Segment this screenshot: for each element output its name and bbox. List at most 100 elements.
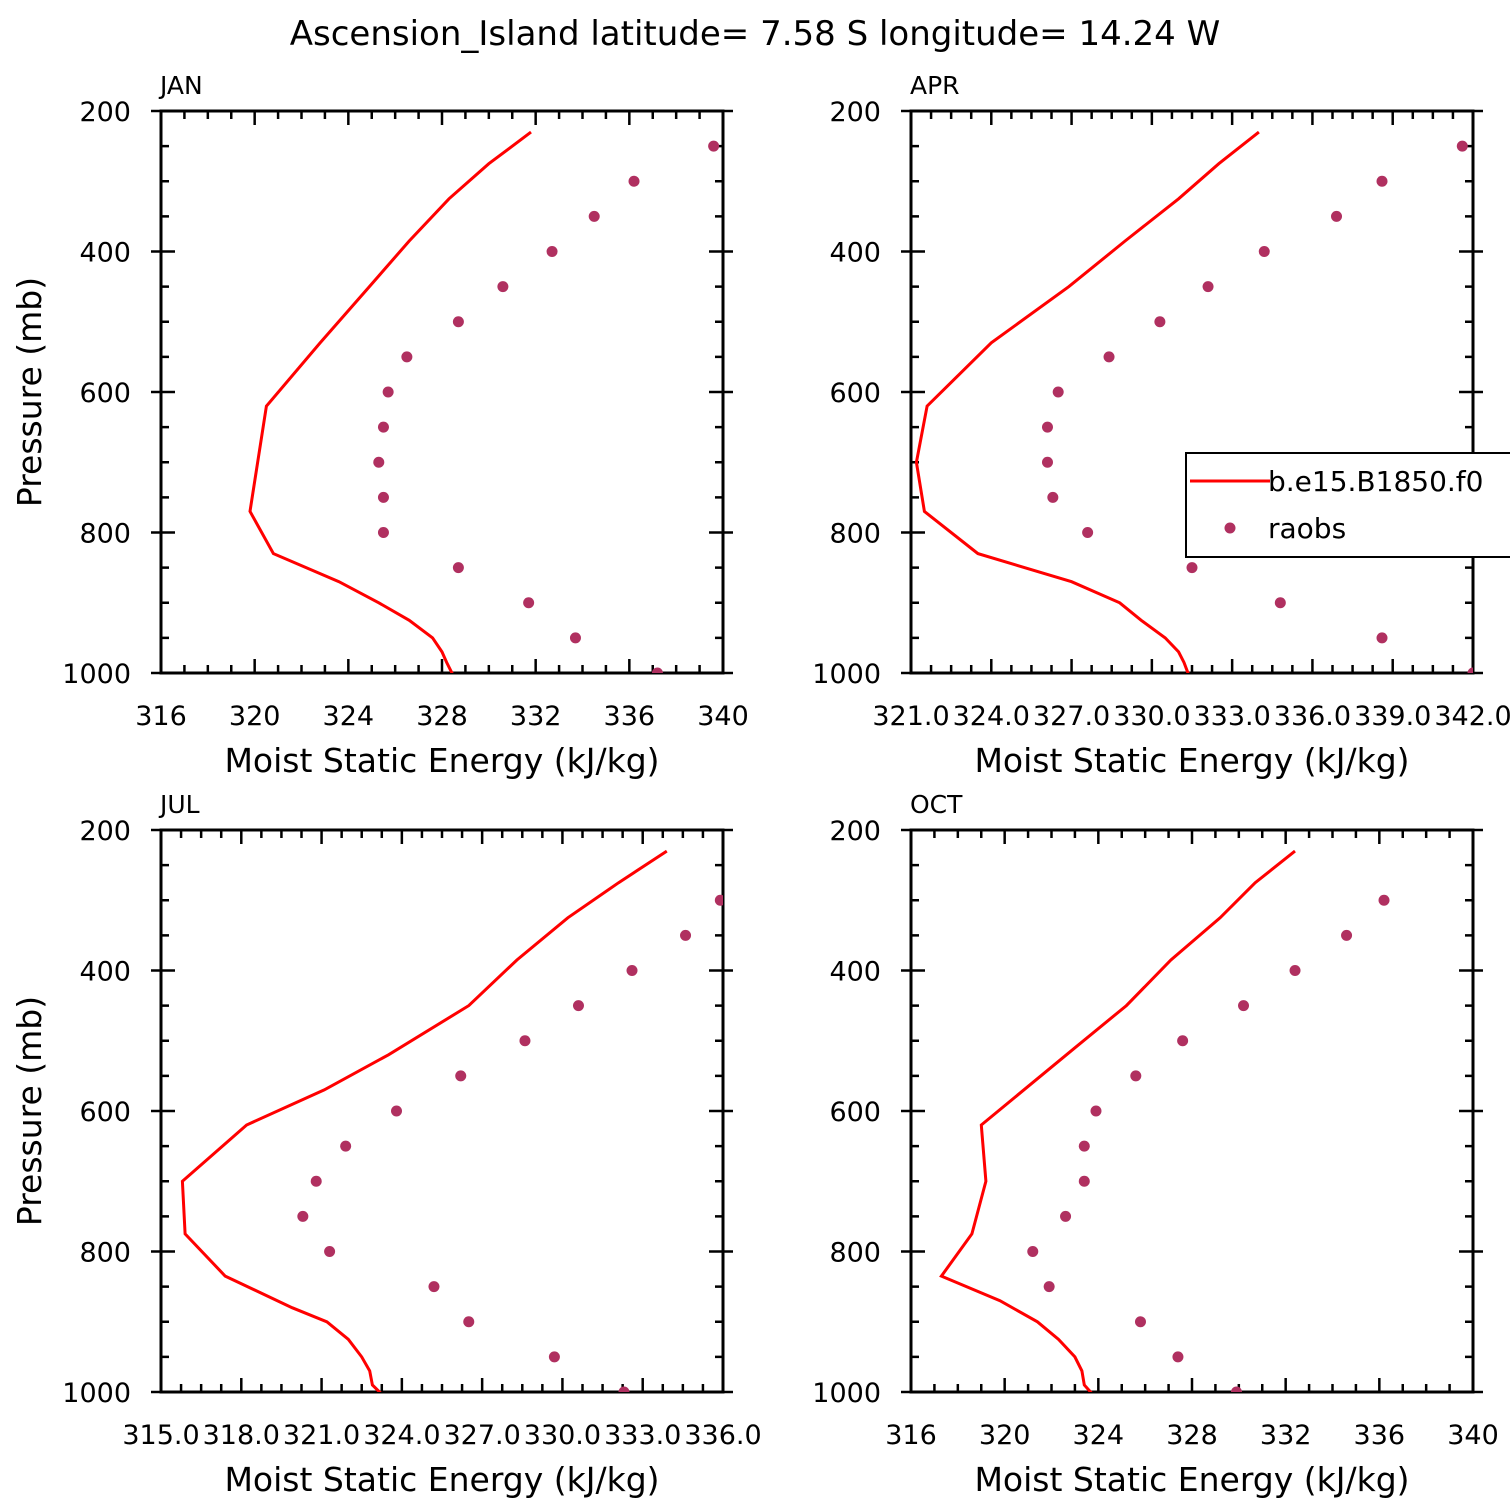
panel-label: JUL: [158, 790, 200, 819]
x-tick-label: 336: [604, 701, 656, 732]
raobs-point: [1230, 1386, 1242, 1392]
panel-apr: APR 321.0 324.0 327.0 330.0 333.0 336.0 339.0 34…: [812, 71, 1510, 780]
raobs-point: [523, 597, 535, 609]
x-tick-label: 324.0: [953, 701, 1030, 732]
raobs-point: [1238, 1000, 1250, 1012]
raobs-point: [1274, 597, 1286, 609]
raobs-point: [588, 210, 600, 222]
x-tick-label: 316: [135, 701, 187, 732]
raobs-point: [1082, 527, 1094, 538]
raobs-point: [391, 1105, 403, 1117]
raobs-point: [1078, 1140, 1090, 1152]
y-tick-label: 400: [79, 957, 131, 988]
raobs-point: [1186, 562, 1198, 574]
raobs-point: [1202, 281, 1214, 293]
y-tick-label: 200: [829, 816, 881, 847]
x-tick-label: 324: [1073, 1420, 1125, 1451]
legend-label: b.e15.B1850.f0: [1268, 465, 1483, 498]
x-axis-label: Moist Static Energy (kJ/kg): [974, 1460, 1409, 1499]
y-tick-label: 400: [829, 238, 881, 269]
raobs-point: [1258, 246, 1270, 257]
x-tick-label: 320: [229, 701, 281, 732]
raobs-point: [519, 1035, 531, 1047]
x-tick-label: 333.0: [604, 1420, 681, 1451]
y-tick-label: 200: [829, 97, 881, 128]
raobs-point: [1041, 421, 1053, 433]
legend-box: [1185, 452, 1510, 558]
x-axis-label: Moist Static Energy (kJ/kg): [224, 1460, 659, 1499]
raobs-point: [618, 1386, 630, 1392]
raobs-point: [680, 929, 692, 941]
raobs-point: [1378, 894, 1390, 906]
raobs-point: [1376, 632, 1388, 644]
data-area: [248, 130, 720, 673]
y-tick-label: 600: [829, 1097, 881, 1128]
raobs-point: [1172, 1351, 1184, 1363]
raobs-point: [1134, 1316, 1146, 1328]
plot-frame: [909, 828, 1475, 1394]
plot-frame: [159, 828, 725, 1394]
panel-jul: JUL 315.0 318.0 321.0 324.0 327.0 330.0 333.0 33…: [10, 790, 762, 1499]
raobs-point: [452, 562, 464, 574]
raobs-point: [324, 1246, 336, 1257]
x-tick-label: 320: [979, 1420, 1031, 1451]
x-tick-label: 327.0: [1033, 701, 1110, 732]
x-tick-label: 327.0: [443, 1420, 520, 1451]
raobs-point: [569, 632, 581, 644]
y-tick-label: 400: [829, 957, 881, 988]
x-tick-label: 324: [323, 701, 375, 732]
data-area: [914, 130, 1473, 673]
y-tick-label: 200: [79, 97, 131, 128]
y-tick-label: 400: [79, 238, 131, 269]
panel-label: JAN: [158, 71, 203, 100]
x-tick-label: 315.0: [122, 1420, 199, 1451]
raobs-point: [1154, 316, 1166, 328]
raobs-point: [382, 386, 394, 398]
x-axis-label: Moist Static Energy (kJ/kg): [974, 741, 1409, 780]
x-tick-label: 342.0: [1434, 701, 1510, 732]
y-tick-label: 1000: [62, 659, 131, 690]
plot-frame: [909, 109, 1475, 675]
raobs-point: [1456, 140, 1468, 152]
raobs-point: [310, 1175, 322, 1187]
x-tick-label: 324.0: [363, 1420, 440, 1451]
raobs-point: [708, 140, 720, 152]
panel-label: APR: [910, 71, 960, 100]
legend-marker-swatch: [1224, 522, 1236, 534]
raobs-point: [626, 965, 638, 976]
y-tick-label: 800: [829, 1238, 881, 1269]
raobs-point: [452, 316, 464, 328]
raobs-point: [1052, 386, 1064, 398]
raobs-point: [1103, 351, 1115, 363]
series-line-model: [914, 130, 1260, 673]
x-tick-label: 336.0: [684, 1420, 761, 1451]
y-tick-label: 800: [79, 519, 131, 550]
raobs-point: [1090, 1105, 1102, 1117]
raobs-point: [297, 1210, 309, 1222]
y-tick-label: 800: [829, 519, 881, 550]
raobs-point: [1467, 667, 1473, 673]
x-tick-label: 328: [416, 701, 468, 732]
x-tick-label: 321.0: [283, 1420, 360, 1451]
x-tick-label: 330.0: [1113, 701, 1190, 732]
plot-frame: [159, 109, 725, 675]
raobs-point: [377, 527, 389, 538]
raobs-point: [1041, 456, 1053, 468]
raobs-point: [428, 1281, 440, 1293]
raobs-point: [1331, 210, 1343, 222]
raobs-point: [1047, 491, 1059, 503]
raobs-point: [1177, 1035, 1189, 1047]
y-tick-label: 1000: [812, 659, 881, 690]
x-tick-label: 330.0: [524, 1420, 601, 1451]
data-area: [939, 849, 1390, 1392]
y-axis-label: Pressure (mb): [10, 996, 49, 1226]
y-tick-label: 600: [79, 378, 131, 409]
raobs-point: [373, 456, 385, 468]
y-tick-label: 600: [829, 378, 881, 409]
x-axis-label: Moist Static Energy (kJ/kg): [224, 741, 659, 780]
raobs-point: [1043, 1281, 1055, 1293]
x-tick-label: 339.0: [1354, 701, 1431, 732]
x-tick-label: 321.0: [872, 701, 949, 732]
raobs-point: [401, 351, 413, 363]
